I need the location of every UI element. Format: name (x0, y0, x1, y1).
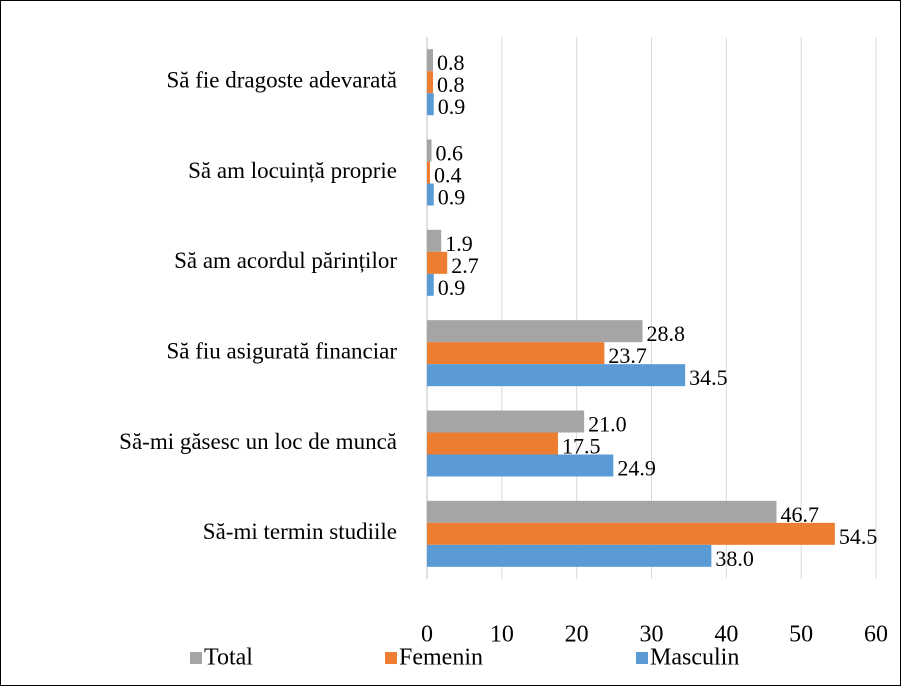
value-label: 0.9 (438, 275, 466, 300)
bar (427, 93, 434, 116)
value-label: 0.4 (434, 163, 462, 188)
legend-label: Femenin (399, 645, 483, 671)
value-label: 0.8 (437, 72, 465, 97)
bar (427, 500, 777, 523)
bar (427, 342, 605, 365)
value-label: 0.6 (435, 141, 463, 166)
bar (427, 49, 433, 72)
y-tick-label: Să am acordul părinților (174, 248, 397, 273)
y-tick-label: Să am locuință proprie (188, 158, 397, 183)
bar (427, 161, 430, 184)
bar (427, 454, 614, 477)
x-tick-label: 0 (421, 622, 433, 648)
bar (427, 410, 585, 433)
value-label: 38.0 (715, 546, 754, 571)
value-label: 34.5 (689, 365, 728, 390)
x-tick-label: 30 (640, 622, 664, 648)
bar (427, 544, 712, 567)
x-tick-label: 50 (789, 622, 813, 648)
bar (427, 364, 686, 387)
value-label: 0.9 (438, 185, 466, 210)
x-tick-label: 20 (565, 622, 589, 648)
bar (427, 251, 448, 274)
value-label: 0.9 (438, 94, 466, 119)
value-label: 0.8 (437, 50, 465, 75)
y-tick-label: Să fiu asigurată financiar (166, 338, 397, 363)
bar (427, 229, 442, 252)
bar (427, 273, 434, 296)
bar (427, 320, 643, 343)
value-label: 2.7 (451, 253, 479, 278)
legend-swatch (385, 652, 397, 664)
y-tick-label: Să fie dragoste adevarată (166, 67, 397, 92)
bar (427, 432, 558, 455)
value-label: 54.5 (839, 524, 878, 549)
value-label: 23.7 (608, 343, 647, 368)
x-tick-label: 10 (490, 622, 514, 648)
value-label: 17.5 (562, 434, 601, 459)
y-tick-label: Să-mi termin studiile (203, 519, 397, 544)
y-tick-label: Să-mi găsesc un loc de muncă (119, 429, 397, 454)
legend-swatch (636, 652, 648, 664)
value-label: 28.8 (647, 321, 686, 346)
bar (427, 522, 835, 545)
bar (427, 71, 433, 94)
x-tick-label: 60 (864, 622, 888, 648)
legend-label: Total (204, 645, 253, 671)
value-label: 24.9 (617, 456, 656, 481)
value-label: 1.9 (445, 231, 473, 256)
value-label: 21.0 (588, 412, 627, 437)
bar (427, 139, 432, 162)
legend-swatch (190, 652, 202, 664)
x-tick-label: 40 (714, 622, 738, 648)
value-label: 46.7 (780, 502, 819, 527)
bar (427, 183, 434, 206)
legend-label: Masculin (650, 645, 739, 671)
